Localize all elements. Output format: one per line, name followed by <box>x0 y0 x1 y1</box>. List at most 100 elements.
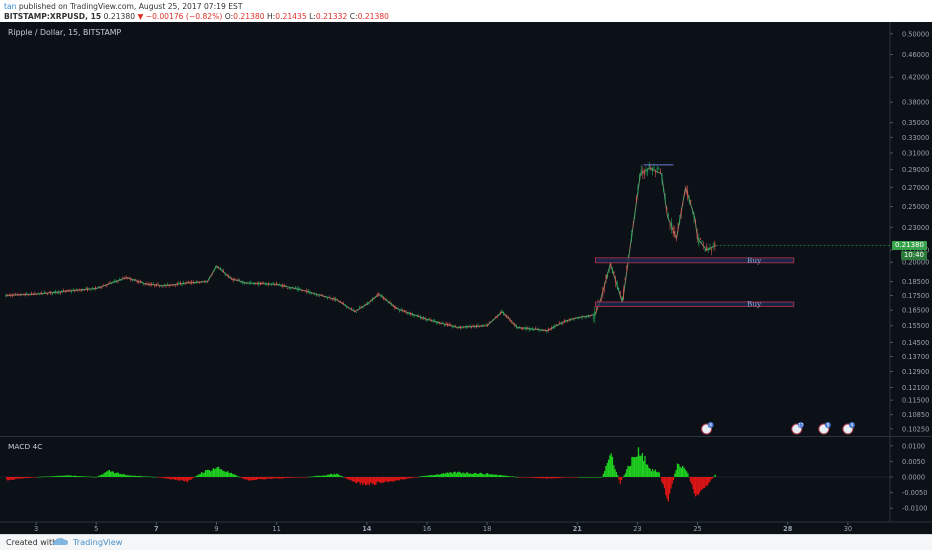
macd-bar-down <box>574 477 576 478</box>
candle-up <box>586 316 588 318</box>
macd-bar-down <box>563 477 566 478</box>
candle-down <box>603 287 605 289</box>
price-axis[interactable]: 0.50000 0.46000 0.42000 0.38000 0.35000 0.330… <box>890 30 929 433</box>
macd-bar-down <box>159 477 161 478</box>
macd-bar-down <box>522 477 524 478</box>
macd-bar-up <box>592 477 594 478</box>
candle-down <box>383 296 385 300</box>
low-value: 0.21332 <box>315 12 348 21</box>
macd-bar-up <box>215 468 217 477</box>
candle-up <box>363 305 365 307</box>
macd-bar-up <box>502 475 504 477</box>
macd-bar-up <box>624 473 627 477</box>
macd-bar-up <box>461 473 463 477</box>
candle-group[interactable] <box>5 161 716 334</box>
macd-bar-up <box>108 469 111 477</box>
header-bar: tan published on TradingView.com, August… <box>0 0 932 22</box>
macd-bar-up <box>683 467 685 477</box>
tradingview-link[interactable]: TradingView <box>52 536 122 547</box>
candle-up <box>359 307 361 309</box>
event-marker-icon[interactable]: 4 <box>701 422 714 435</box>
event-marker-icon[interactable]: 4 <box>842 422 855 435</box>
macd-bar-down <box>240 477 242 478</box>
macd-bar-down <box>34 477 36 478</box>
macd-bar-up <box>501 475 503 477</box>
macd-bar-down <box>693 477 696 494</box>
macd-bar-up <box>605 466 607 477</box>
macd-bar-down <box>15 477 17 479</box>
candle-up <box>437 321 439 324</box>
macd-bar-down <box>347 477 350 480</box>
candle-up <box>379 294 381 297</box>
buy-zones[interactable]: Buy Buy <box>594 164 795 309</box>
candle-down <box>338 301 340 303</box>
event-marker-icon[interactable]: 17 <box>791 422 804 435</box>
macd-bar-down <box>242 477 244 479</box>
macd-bar-down <box>350 477 352 481</box>
price-pane[interactable] <box>0 22 932 523</box>
price-series-line[interactable] <box>5 167 716 332</box>
macd-bar-up <box>46 476 48 477</box>
macd-bar-up <box>444 473 446 477</box>
buy-zone-box[interactable] <box>594 257 795 264</box>
candle-down <box>8 294 10 296</box>
macd-bar-up <box>420 476 423 477</box>
macd-bar-down <box>280 477 282 479</box>
chart-area[interactable]: 0.50000 0.46000 0.42000 0.38000 0.35000 0.330… <box>0 22 932 534</box>
macd-bar-up <box>604 471 606 477</box>
time-axis[interactable]: 3 5 7 9 11 14 16 18 21 23 25 28 30 <box>34 522 852 533</box>
macd-bar-up <box>631 456 633 477</box>
macd-bar-down <box>163 477 165 479</box>
candle-down <box>235 279 237 281</box>
event-marker-icon[interactable]: 8 <box>818 422 831 435</box>
macd-bar-down <box>691 477 693 485</box>
candle-up <box>26 293 28 295</box>
candle-down <box>696 232 698 238</box>
macd-bar-down <box>377 477 380 482</box>
macd-bar-up <box>507 475 510 477</box>
buy-zone-box[interactable] <box>594 301 795 307</box>
macd-bar-up <box>450 472 452 477</box>
macd-bar-down <box>294 477 296 478</box>
down-arrow-icon: ▼ <box>137 12 144 21</box>
macd-bar-down <box>711 477 714 479</box>
macd-bar-down <box>349 477 351 480</box>
candle-down <box>123 278 125 279</box>
macd-bar-down <box>692 477 694 490</box>
chart-canvas[interactable]: 0.50000 0.46000 0.42000 0.38000 0.35000 0.330… <box>0 22 932 534</box>
macd-bar-down <box>11 477 13 481</box>
macd-indicator-label[interactable]: MACD 4C <box>8 442 43 451</box>
candle-down <box>674 231 676 236</box>
price-axis-label: 0.25000 <box>902 203 929 211</box>
macd-axis[interactable]: 0.0100 0.0050 0.0000 -0.0050 -0.0100 <box>890 442 927 513</box>
macd-bar-up <box>197 475 199 477</box>
candle-up <box>82 289 84 291</box>
macd-bar-up <box>448 473 450 477</box>
macd-bar-down <box>303 477 306 478</box>
macd-bar-up <box>713 476 715 478</box>
candle-down <box>136 280 138 283</box>
macd-bar-up <box>606 462 608 477</box>
candle-down <box>495 316 497 318</box>
candle-up <box>243 282 245 284</box>
macd-bar-up <box>658 472 660 477</box>
macd-bar-up <box>649 468 651 477</box>
macd-pane[interactable] <box>0 447 890 502</box>
candle-down <box>95 287 97 289</box>
event-markers[interactable]: 4 17 8 4 <box>701 422 855 435</box>
candle-down <box>629 247 631 249</box>
candle-up <box>658 168 660 170</box>
candle-down <box>394 305 396 309</box>
candle-up <box>592 317 594 319</box>
username-link[interactable]: tan <box>4 2 17 11</box>
macd-bar-up <box>134 475 137 477</box>
candle-up <box>327 298 329 300</box>
macd-bar-up <box>216 467 218 477</box>
candle-up <box>517 328 519 330</box>
candle-up <box>533 328 535 331</box>
macd-bar-up <box>238 476 241 478</box>
candle-up <box>539 330 541 332</box>
candle-up <box>98 286 100 287</box>
macd-bar-up <box>584 477 586 478</box>
open-value: 0.21380 <box>233 12 265 21</box>
